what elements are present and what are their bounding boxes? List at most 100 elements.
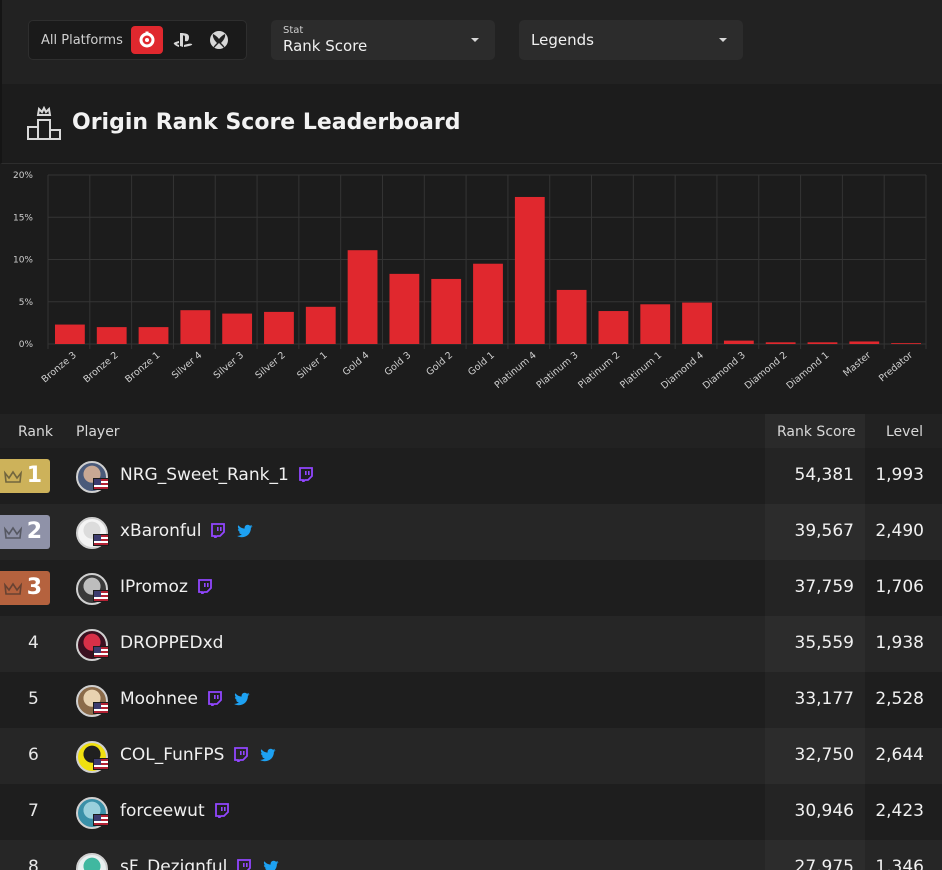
table-row[interactable]: 2 xBaronful 39,567 2,490 [0, 504, 942, 560]
twitter-icon[interactable] [233, 691, 250, 711]
bar-gold-1[interactable] [473, 263, 503, 344]
player-name-link[interactable]: COL_FunFPS [120, 745, 225, 765]
column-header-rank[interactable]: Rank [18, 424, 53, 440]
bar-predator[interactable] [891, 343, 921, 344]
twitch-icon[interactable] [237, 859, 252, 870]
platform-selector: All Platforms [28, 20, 247, 60]
rank-number: 2 [26, 519, 42, 544]
player-name-link[interactable]: xBaronful [120, 521, 202, 541]
level-value: 1,706 [875, 577, 924, 597]
player-name-link[interactable]: Moohnee [120, 689, 198, 709]
table-row[interactable]: 3 IPromoz 37,759 1,706 [0, 560, 942, 616]
twitter-icon[interactable] [237, 523, 253, 543]
column-header-rank-score[interactable]: Rank Score [777, 424, 856, 440]
bar-silver-2[interactable] [264, 311, 294, 344]
stat-dropdown[interactable]: Stat Rank Score [271, 20, 495, 60]
bar-gold-4[interactable] [347, 250, 378, 344]
bar-bronze-3[interactable] [55, 324, 85, 344]
us-flag-icon [93, 702, 109, 714]
player-name-link[interactable]: DROPPEDxd [120, 633, 224, 653]
bar-silver-4[interactable] [180, 310, 211, 344]
rank-score-value: 30,946 [794, 801, 854, 821]
bar-silver-3[interactable] [222, 313, 253, 344]
table-row[interactable]: 6 COL_FunFPS 32,750 2,644 [0, 728, 942, 784]
x-tick-label: Predator [877, 350, 915, 384]
player-avatar[interactable] [76, 853, 108, 870]
bar-silver-1[interactable] [305, 306, 336, 344]
rank-number: 3 [26, 575, 42, 600]
sorted-cell-highlight [765, 672, 865, 728]
x-tick-label: Silver 2 [253, 350, 287, 381]
column-header-player[interactable]: Player [76, 424, 120, 440]
bar-master[interactable] [849, 341, 880, 344]
bar-bronze-1[interactable] [138, 327, 169, 344]
y-tick-label: 10% [13, 256, 33, 266]
bar-gold-2[interactable] [431, 278, 462, 344]
crown-icon [3, 525, 23, 545]
level-value: 1,993 [875, 465, 924, 485]
crown-icon [3, 581, 23, 601]
bar-gold-3[interactable] [389, 273, 420, 344]
us-flag-icon [93, 646, 109, 658]
twitter-icon[interactable] [263, 859, 279, 870]
origin-icon [139, 31, 155, 48]
sorted-cell-highlight [765, 784, 865, 840]
x-tick-label: Platinum 1 [618, 350, 664, 391]
rank-number: 4 [28, 633, 39, 653]
bar-diamond-3[interactable] [723, 340, 754, 344]
player-name-link[interactable]: sF_Dezignful [120, 857, 228, 870]
stat-caption: Stat [283, 25, 304, 36]
chevron-down-icon [719, 38, 727, 42]
x-tick-label: Platinum 3 [534, 350, 580, 391]
bar-platinum-2[interactable] [598, 311, 629, 344]
twitch-icon[interactable] [234, 747, 249, 767]
x-tick-label: Gold 3 [383, 350, 414, 378]
table-row[interactable]: 1 NRG_Sweet_Rank_1 54,381 1,993 [0, 448, 942, 504]
table-row[interactable]: 4 DROPPEDxd 35,559 1,938 [0, 616, 942, 672]
stat-selected-value: Rank Score [283, 37, 368, 55]
x-tick-label: Silver 1 [295, 350, 329, 381]
bar-platinum-4[interactable] [514, 196, 545, 344]
table-row[interactable]: 8 sF_Dezignful 27,975 1,346 [0, 840, 942, 870]
twitch-icon[interactable] [298, 467, 313, 487]
player-name-link[interactable]: forceewut [120, 801, 205, 821]
player-name-link[interactable]: IPromoz [120, 577, 188, 597]
player-avatar[interactable] [76, 517, 108, 549]
sorted-cell-highlight [765, 840, 865, 870]
twitch-icon[interactable] [211, 523, 226, 543]
us-flag-icon [93, 534, 109, 546]
x-tick-label: Silver 3 [212, 350, 246, 381]
x-tick-label: Bronze 1 [123, 350, 162, 385]
y-tick-label: 15% [13, 213, 33, 223]
sorted-cell-highlight [765, 504, 865, 560]
bar-diamond-2[interactable] [765, 342, 796, 344]
player-name-link[interactable]: NRG_Sweet_Rank_1 [120, 465, 289, 485]
platform-origin-button[interactable] [130, 26, 163, 54]
twitter-icon[interactable] [260, 747, 276, 767]
table-header: Rank Player Rank Score Level [0, 414, 942, 448]
column-header-level[interactable]: Level [886, 424, 923, 440]
all-platforms-button[interactable]: All Platforms [41, 32, 123, 48]
bar-platinum-3[interactable] [556, 289, 587, 344]
x-tick-label: Bronze 3 [40, 350, 79, 385]
twitch-icon[interactable] [197, 579, 212, 599]
bar-diamond-4[interactable] [682, 302, 712, 344]
us-flag-icon [93, 478, 109, 490]
bar-diamond-1[interactable] [807, 342, 838, 344]
bar-bronze-2[interactable] [96, 327, 127, 344]
legends-dropdown[interactable]: Legends [519, 20, 743, 60]
level-value: 1,938 [875, 633, 924, 653]
platform-xbox-button[interactable] [203, 26, 235, 54]
x-tick-label: Silver 4 [170, 350, 204, 381]
table-row[interactable]: 5 Moohnee 33,177 2,528 [0, 672, 942, 728]
table-row[interactable]: 7 forceewut 30,946 2,423 [0, 784, 942, 840]
player-avatar[interactable] [76, 629, 108, 661]
twitch-icon[interactable] [208, 691, 222, 711]
x-tick-label: Diamond 3 [701, 350, 748, 392]
platform-playstation-button[interactable] [167, 26, 199, 54]
rank-score-value: 27,975 [794, 857, 854, 870]
x-tick-label: Diamond 2 [743, 350, 790, 392]
xbox-icon [209, 31, 228, 49]
twitch-icon[interactable] [214, 803, 229, 823]
bar-platinum-1[interactable] [640, 304, 671, 344]
